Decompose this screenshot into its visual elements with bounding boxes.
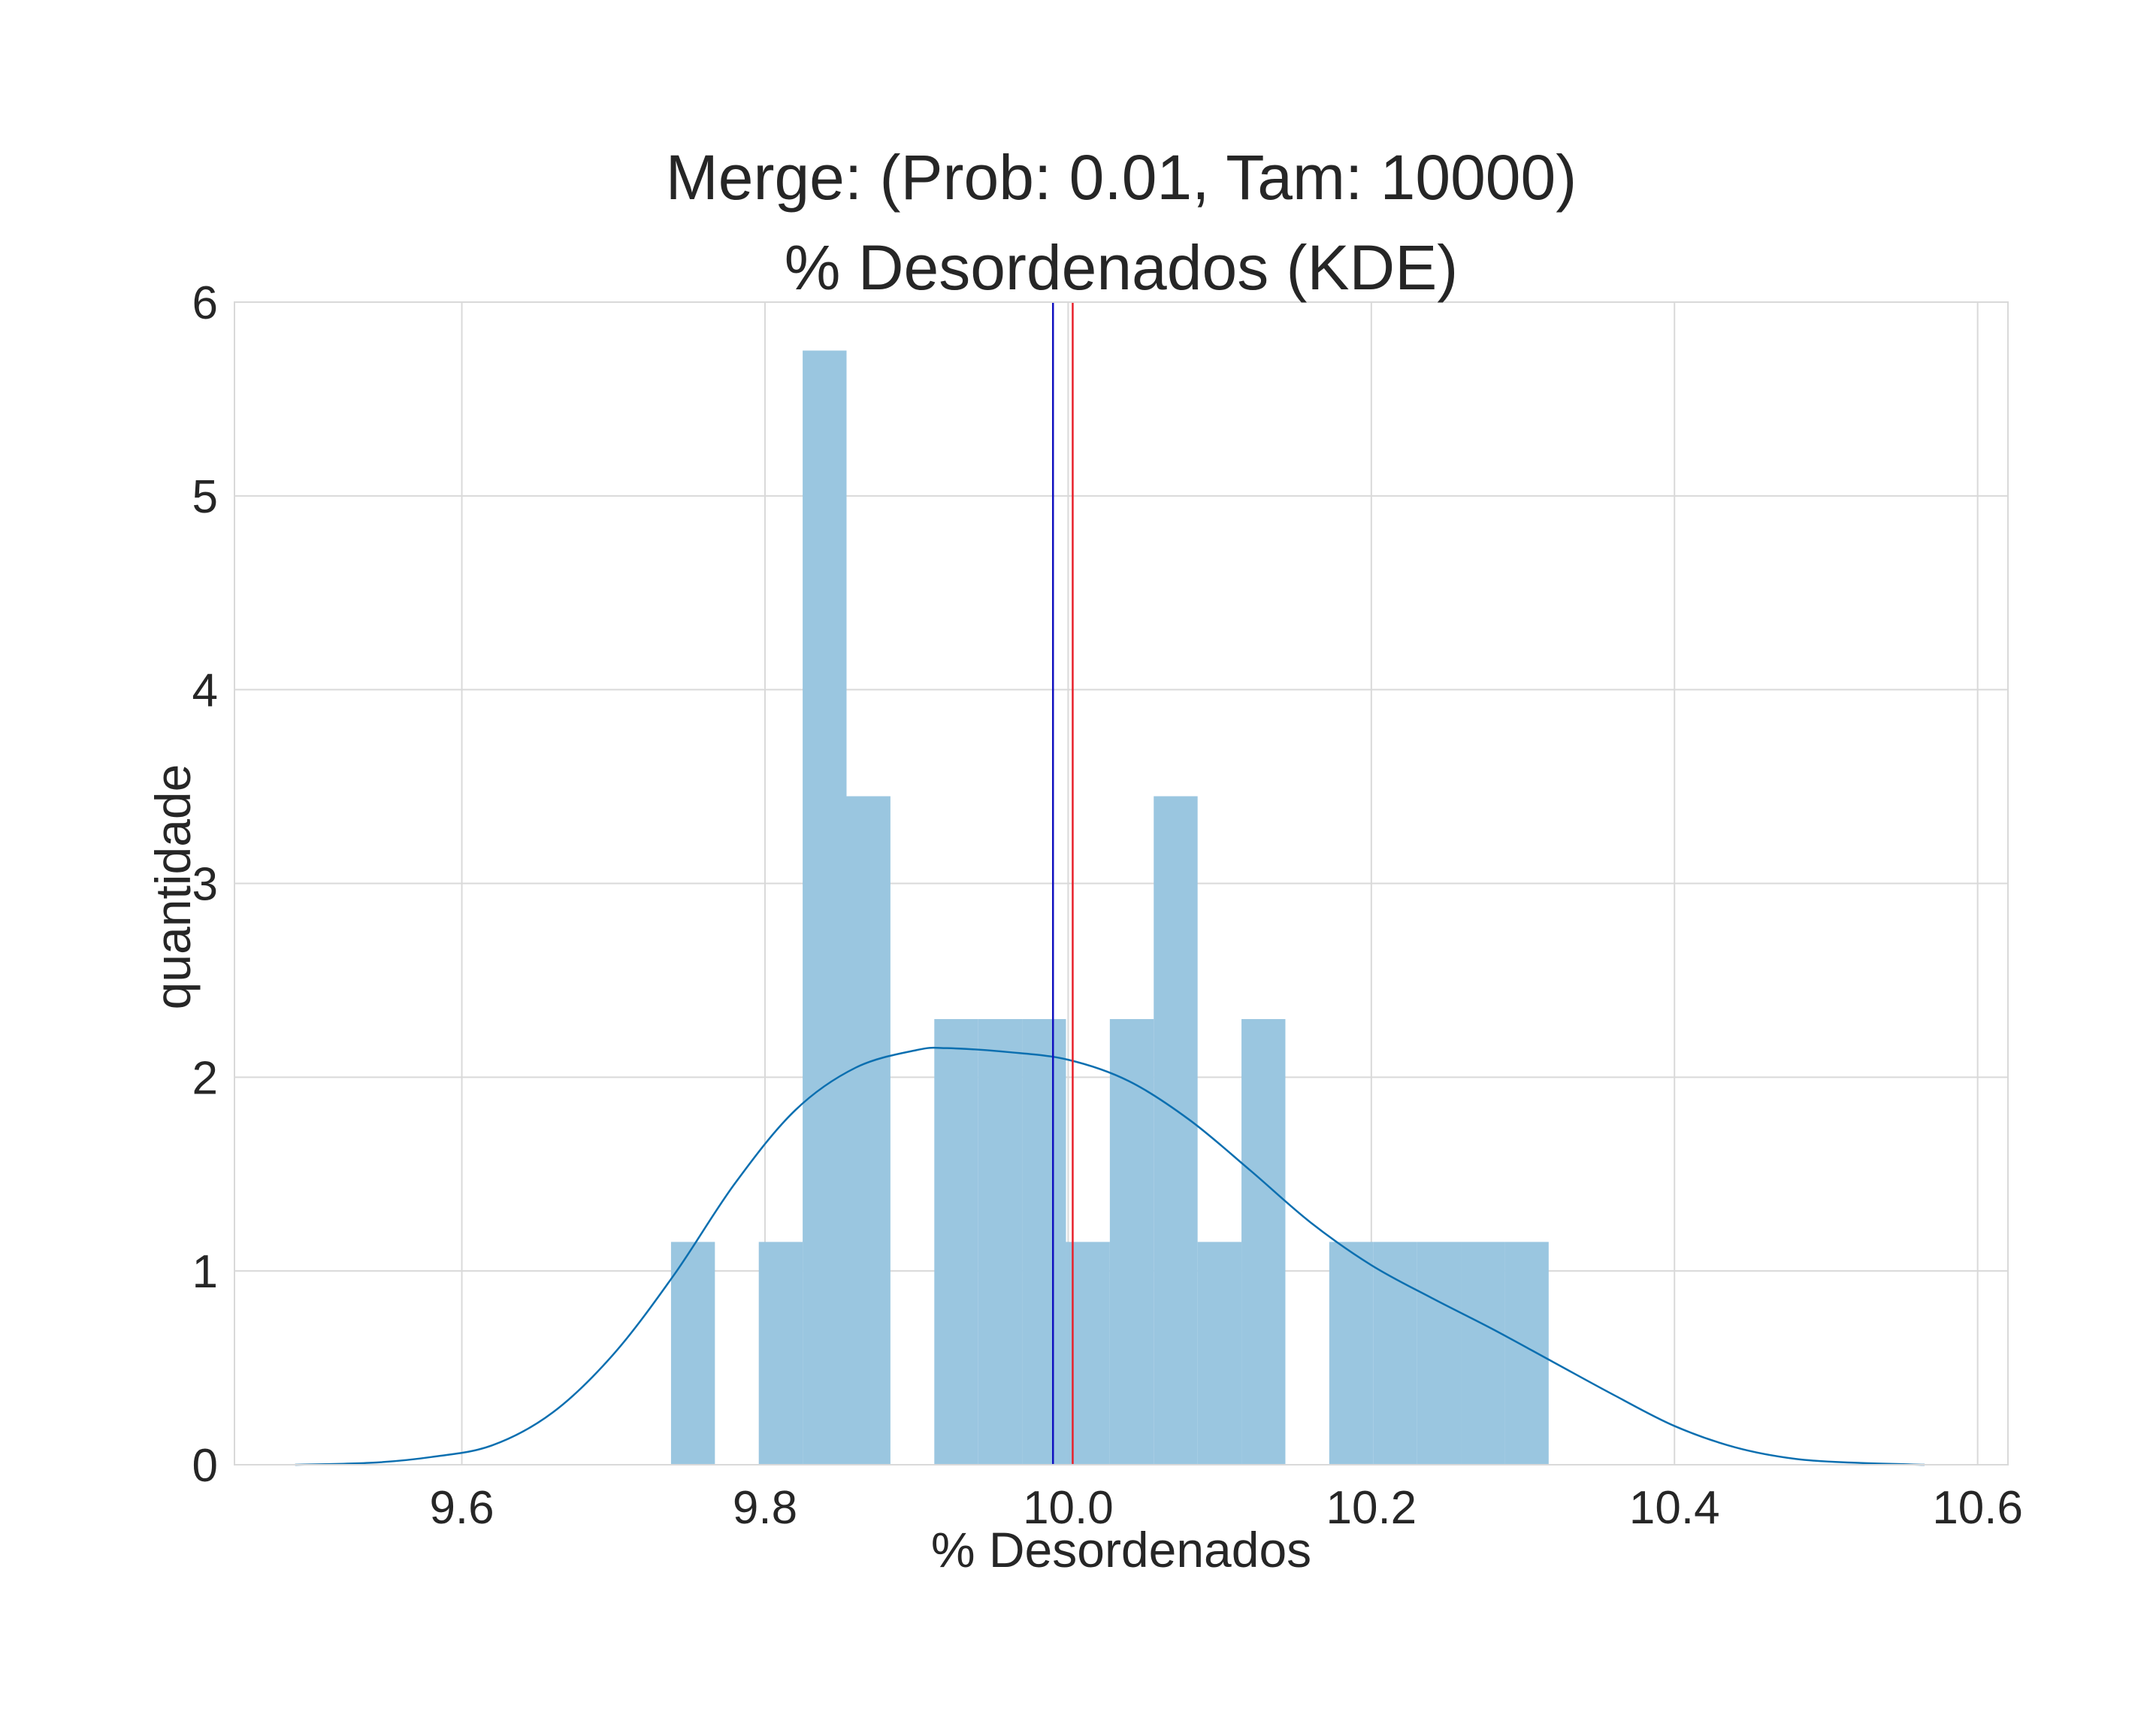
x-tick-label-2: 10.0 — [1023, 1482, 1114, 1534]
y-tick-label-6: 6 — [192, 277, 218, 329]
y-axis-label: quantidade — [145, 764, 201, 1010]
histogram-bar-11 — [1154, 796, 1198, 1465]
x-tick-label-1: 9.8 — [733, 1482, 797, 1534]
kde-curve — [295, 1046, 1925, 1466]
histogram-bars — [670, 350, 1549, 1465]
histogram-bar-8 — [1022, 1018, 1066, 1465]
plot-frame — [234, 301, 2009, 1465]
histogram-bar-6 — [934, 1018, 978, 1465]
y-tick-label-5: 5 — [192, 471, 218, 523]
y-tick-label-1: 1 — [192, 1246, 218, 1298]
chart-subtitle: % Desordenados (KDE) — [785, 232, 1458, 303]
histogram-bar-13 — [1241, 1018, 1286, 1465]
histogram-bar-17 — [1417, 1242, 1462, 1465]
histogram-bar-2 — [758, 1242, 803, 1465]
x-tick-label-0: 9.6 — [429, 1482, 494, 1534]
histogram-bar-0 — [670, 1242, 715, 1465]
histogram-bar-16 — [1373, 1242, 1417, 1465]
reference-lines — [1051, 302, 1074, 1465]
histogram-bar-19 — [1504, 1242, 1549, 1465]
x-tick-label-5: 10.6 — [1932, 1482, 2023, 1534]
kde-line — [295, 1046, 1925, 1466]
histogram-bar-7 — [978, 1018, 1023, 1465]
chart-title: Merge: (Prob: 0.01, Tam: 10000) — [666, 142, 1577, 213]
x-axis-label: % Desordenados — [931, 1522, 1311, 1577]
y-tick-label-4: 4 — [192, 665, 218, 717]
histogram-bar-12 — [1197, 1242, 1242, 1465]
y-tick-label-2: 2 — [192, 1052, 218, 1104]
histogram-bar-10 — [1109, 1018, 1154, 1465]
histogram-bar-4 — [846, 796, 891, 1465]
histogram-bar-15 — [1329, 1242, 1374, 1465]
y-tick-labels: 0 1 2 3 4 5 6 — [192, 277, 218, 1492]
x-tick-label-3: 10.2 — [1326, 1482, 1417, 1534]
x-tick-label-4: 10.4 — [1629, 1482, 1720, 1534]
x-tick-labels: 9.6 9.8 10.0 10.2 10.4 10.6 — [429, 1482, 2023, 1534]
histogram-bar-3 — [803, 350, 847, 1465]
y-tick-label-3: 3 — [192, 859, 218, 911]
histogram-bar-18 — [1461, 1242, 1505, 1465]
y-tick-label-0: 0 — [192, 1440, 218, 1492]
